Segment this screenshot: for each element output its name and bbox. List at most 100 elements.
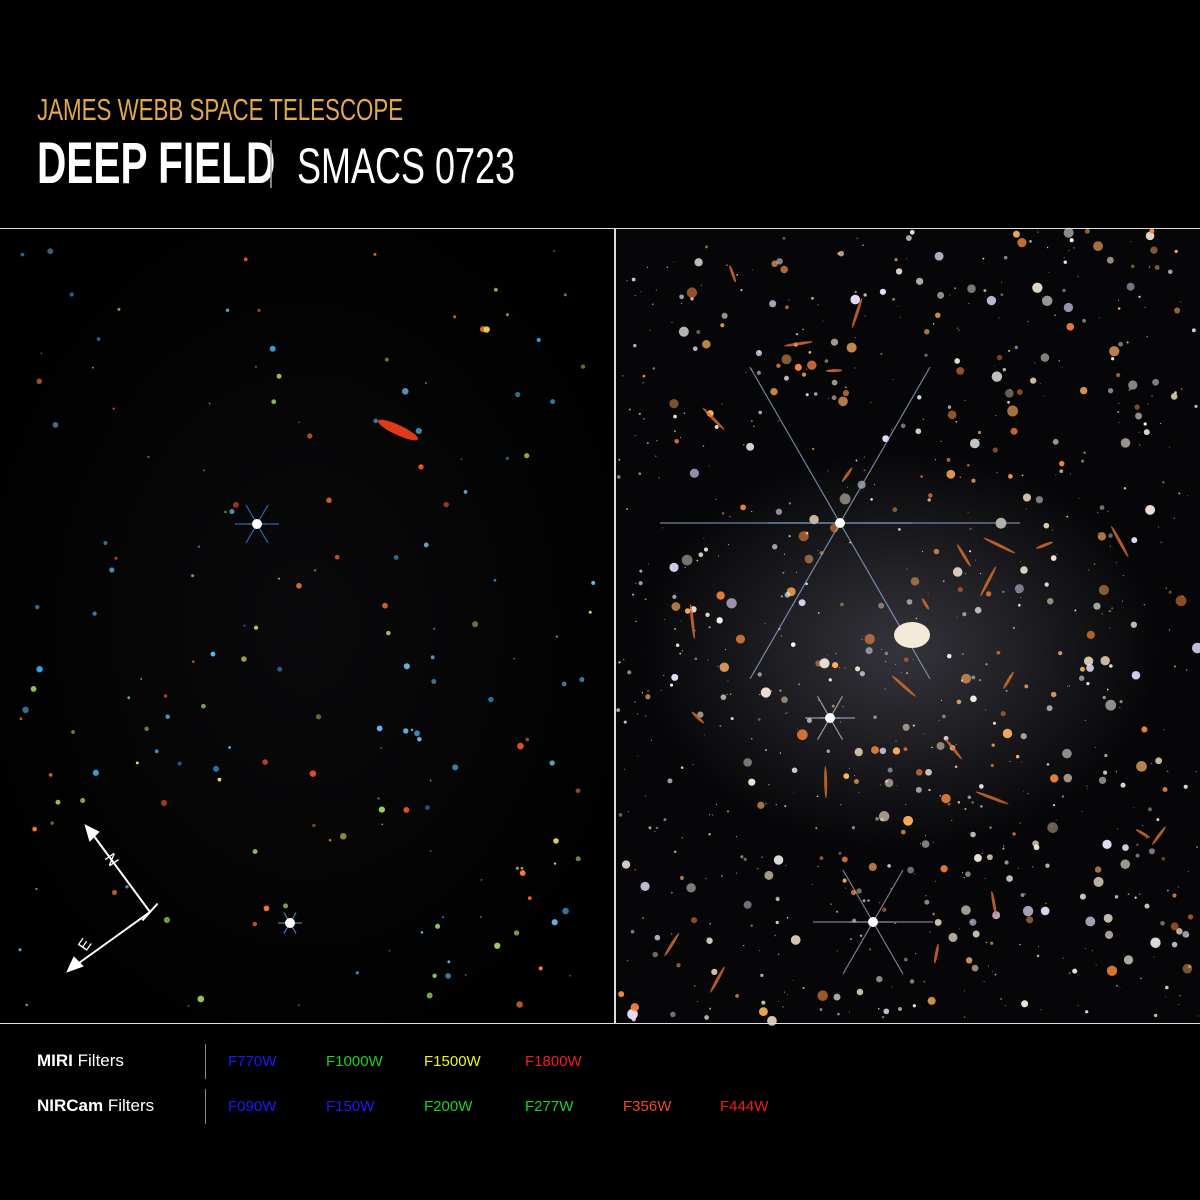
galaxy	[967, 511, 969, 513]
galaxy	[684, 608, 691, 614]
east-arrow	[71, 911, 151, 969]
galaxy	[703, 537, 705, 539]
galaxy	[588, 610, 592, 614]
galaxy	[645, 694, 651, 700]
galaxy	[160, 799, 168, 807]
galaxy	[1128, 380, 1138, 390]
galaxy	[702, 445, 705, 447]
galaxy	[952, 567, 963, 577]
galaxy	[1098, 317, 1100, 319]
galaxy	[1082, 318, 1086, 323]
galaxy	[679, 294, 684, 300]
galaxy	[1126, 282, 1135, 291]
galaxy	[675, 643, 680, 648]
galaxy	[636, 713, 639, 715]
galaxy	[1046, 705, 1053, 712]
galaxy	[562, 907, 569, 915]
galaxy	[726, 264, 728, 266]
galaxy	[550, 399, 556, 405]
galaxy	[740, 289, 743, 292]
galaxy	[967, 464, 970, 467]
galaxy	[716, 617, 723, 624]
galaxy	[1093, 876, 1104, 887]
galaxy	[1007, 405, 1019, 417]
galaxy	[429, 850, 432, 852]
galaxy	[644, 598, 647, 601]
lensed-arc	[841, 467, 853, 482]
lensed-arc	[689, 603, 695, 640]
galaxy	[1080, 666, 1085, 672]
galaxy	[1034, 362, 1036, 364]
galaxy	[1197, 1015, 1199, 1017]
galaxy	[1095, 964, 1097, 966]
lensed-arc	[980, 566, 997, 597]
galaxy	[1032, 282, 1043, 293]
galaxy	[970, 831, 976, 838]
galaxy	[787, 711, 789, 713]
galaxy	[928, 493, 933, 498]
filter-name: F770W	[228, 1053, 277, 1070]
galaxy	[403, 728, 409, 734]
filter-name: F1500W	[424, 1053, 482, 1070]
galaxy	[1138, 893, 1141, 895]
galaxy	[692, 346, 698, 352]
galaxy	[1002, 847, 1005, 850]
galaxy	[384, 357, 389, 362]
galaxy	[862, 244, 864, 247]
galaxy	[934, 880, 936, 882]
galaxy	[971, 964, 979, 972]
galaxy	[1169, 446, 1171, 448]
galaxy	[998, 317, 1000, 319]
galaxy	[859, 934, 863, 937]
galaxy	[854, 367, 856, 369]
galaxy	[1085, 1010, 1089, 1014]
galaxy	[1093, 602, 1101, 610]
galaxy	[927, 593, 929, 595]
galaxy	[1147, 403, 1149, 405]
lensed-arc	[945, 739, 962, 760]
galaxy	[505, 313, 510, 317]
galaxy	[551, 919, 558, 926]
galaxy	[923, 980, 926, 983]
galaxy	[403, 663, 410, 670]
galaxy	[780, 265, 788, 274]
galaxy	[1130, 241, 1132, 243]
galaxy	[144, 726, 149, 732]
galaxy	[717, 665, 719, 667]
galaxy	[994, 973, 997, 976]
galaxy	[1077, 1004, 1079, 1006]
galaxy	[1120, 438, 1131, 448]
galaxy	[884, 651, 888, 656]
galaxy	[794, 363, 802, 371]
galaxy	[894, 258, 898, 262]
galaxy	[660, 689, 662, 691]
galaxy	[20, 252, 25, 257]
galaxy	[780, 595, 783, 598]
galaxy	[1119, 700, 1123, 704]
galaxy	[644, 795, 646, 797]
galaxy	[276, 373, 282, 379]
galaxy	[906, 672, 909, 675]
galaxy	[1063, 302, 1074, 313]
galaxy	[900, 672, 902, 674]
galaxy	[1094, 746, 1096, 748]
galaxy	[669, 683, 674, 687]
galaxy	[1062, 288, 1066, 293]
galaxy	[1176, 928, 1183, 935]
galaxy	[433, 627, 436, 630]
galaxy	[881, 1015, 885, 1019]
galaxy	[915, 953, 917, 955]
galaxy	[841, 856, 848, 863]
galaxy	[965, 957, 973, 964]
galaxy	[417, 736, 422, 742]
galaxy	[1105, 699, 1117, 711]
galaxy	[959, 928, 961, 930]
galaxy	[806, 717, 812, 723]
galaxy	[961, 872, 964, 874]
galaxy	[388, 949, 391, 952]
galaxy	[1017, 592, 1019, 594]
galaxy	[940, 865, 948, 873]
compass	[66, 824, 159, 973]
galaxy	[634, 295, 636, 297]
galaxy	[377, 797, 380, 800]
